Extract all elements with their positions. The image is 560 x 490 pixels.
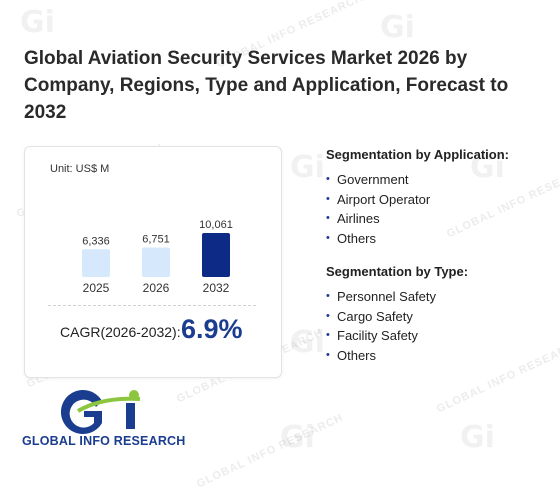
segmentation-application-list: Government Airport Operator Airlines Oth… xyxy=(326,170,509,248)
unit-label: Unit: US$ M xyxy=(50,163,110,175)
data-label: 6,751 xyxy=(142,233,170,245)
list-item: Government xyxy=(326,170,509,190)
list-item: Others xyxy=(326,346,468,366)
watermark-logo: Gi xyxy=(460,420,495,455)
segmentation-type-list: Personnel Safety Cargo Safety Facility S… xyxy=(326,287,468,365)
x-tick-label: 2026 xyxy=(143,281,170,295)
x-tick-label: 2025 xyxy=(83,281,110,295)
bar-chart: 6,336 2025 6,751 2026 10,061 2032 xyxy=(82,219,233,295)
company-logo xyxy=(60,390,141,434)
chart-divider xyxy=(48,305,256,306)
watermark-logo: Gi xyxy=(290,325,325,360)
bar-2032 xyxy=(202,233,230,277)
logo-g-shape xyxy=(60,390,102,434)
segmentation-application-title: Segmentation by Application: xyxy=(326,147,509,162)
list-item: Airlines xyxy=(326,209,509,229)
watermark-logo: Gi xyxy=(290,150,325,185)
list-item: Facility Safety xyxy=(326,326,468,346)
watermark-logo: Gi xyxy=(20,5,55,40)
logo-text: GLOBAL INFO RESEARCH xyxy=(22,434,186,448)
list-item: Personnel Safety xyxy=(326,287,468,307)
segmentation-type: Segmentation by Type: Personnel Safety C… xyxy=(326,264,468,365)
list-item: Others xyxy=(326,229,509,249)
list-item: Cargo Safety xyxy=(326,307,468,327)
segmentation-type-title: Segmentation by Type: xyxy=(326,264,469,279)
bar-2026 xyxy=(142,247,170,277)
segmentation-application: Segmentation by Application: Government … xyxy=(326,147,509,248)
data-label: 10,061 xyxy=(199,219,233,231)
watermark-text: GLOBAL INFO RESEARCH xyxy=(194,411,346,490)
x-tick-label: 2032 xyxy=(203,281,230,295)
logo-swoosh xyxy=(76,396,141,413)
list-item: Airport Operator xyxy=(326,190,509,210)
page-title: Global Aviation Security Services Market… xyxy=(24,48,509,123)
watermark-logo: Gi xyxy=(280,420,315,455)
cagr-label: CAGR(2026-2032): xyxy=(60,324,181,340)
data-label: 6,336 xyxy=(82,235,110,247)
watermark-logo: Gi xyxy=(380,10,415,45)
logo-i-stem xyxy=(126,403,135,429)
cagr-value: 6.9% xyxy=(181,314,243,344)
bar-2025 xyxy=(82,249,110,277)
